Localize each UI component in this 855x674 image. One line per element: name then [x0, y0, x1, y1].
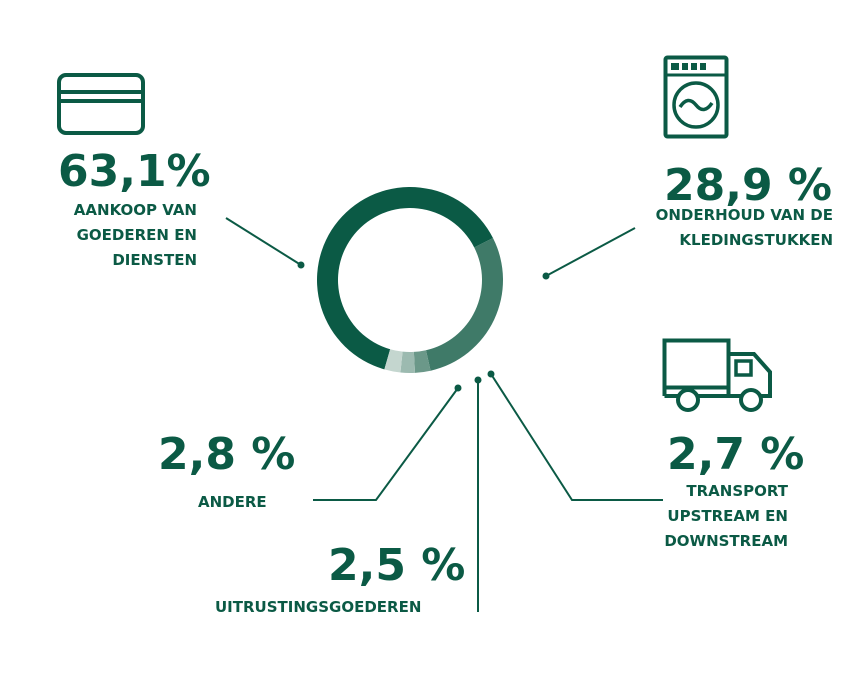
leader-dot-onderhoud: [542, 272, 550, 280]
percentage-onderhoud: 28,9 %: [664, 160, 832, 211]
label-andere: ANDERE: [198, 490, 267, 515]
label-transport: TRANSPORT UPSTREAM EN DOWNSTREAM: [664, 479, 788, 554]
percentage-andere: 2,8 %: [158, 429, 296, 480]
leader-line-onderhoud: [545, 227, 636, 277]
donut-segment-transport: [413, 350, 431, 373]
truck-icon: [662, 338, 772, 412]
leader-line-transport: [490, 373, 663, 501]
leader-dot-uitrusting: [474, 376, 482, 384]
leader-lines: [225, 217, 663, 612]
label-uitrusting-line-1: UITRUSTINGSGOEDEREN: [215, 598, 422, 616]
donut-segment-onderhoud: [425, 238, 504, 371]
percentage-uitrusting: 2,5 %: [328, 540, 466, 591]
label-aankoop-line-3: DIENSTEN: [112, 251, 197, 269]
leader-dot-andere: [454, 384, 462, 392]
label-andere-line-1: ANDERE: [198, 493, 267, 511]
label-aankoop-line-1: AANKOOP VAN: [73, 201, 197, 219]
label-onderhoud-line-1: ONDERHOUD VAN DE: [655, 206, 833, 224]
label-uitrusting: UITRUSTINGSGOEDEREN: [215, 595, 421, 620]
leader-dot-aankoop: [297, 261, 305, 269]
percentage-aankoop: 63,1%: [58, 146, 211, 197]
label-aankoop-line-2: GOEDEREN EN: [76, 226, 197, 244]
label-aankoop: AANKOOP VAN GOEDEREN EN DIENSTEN: [74, 198, 197, 273]
label-onderhoud: ONDERHOUD VAN DE KLEDINGSTUKKEN: [656, 203, 833, 253]
credit-card-icon: [57, 73, 145, 135]
donut-segment-andere: [384, 349, 403, 373]
percentage-transport: 2,7 %: [667, 429, 805, 480]
label-onderhoud-line-2: KLEDINGSTUKKEN: [679, 231, 833, 249]
leader-line-aankoop: [225, 217, 302, 266]
donut-segments: [317, 187, 504, 374]
label-transport-line-2: UPSTREAM EN: [667, 507, 788, 525]
donut-segment-uitrusting: [400, 351, 415, 374]
leader-line-andere: [313, 387, 459, 501]
washing-machine-icon: [663, 55, 729, 139]
label-transport-line-1: TRANSPORT: [686, 482, 788, 500]
label-transport-line-3: DOWNSTREAM: [664, 532, 788, 550]
leader-dot-transport: [487, 370, 495, 378]
